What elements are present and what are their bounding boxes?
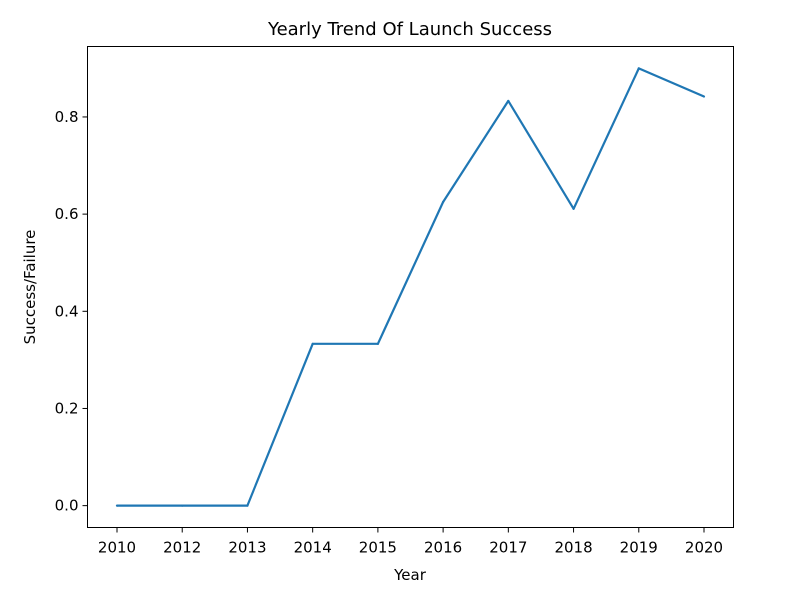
- data-point: [246, 504, 249, 507]
- data-point: [702, 95, 706, 98]
- chart-title: Yearly Trend Of Launch Success: [267, 19, 552, 40]
- x-tick-label: 2020: [685, 539, 723, 557]
- data-point: [115, 504, 119, 507]
- x-tick-label: 2016: [424, 539, 462, 557]
- data-point: [181, 504, 184, 507]
- data-point: [311, 342, 314, 345]
- y-axis-label: Success/Failure: [21, 230, 39, 345]
- x-tick-label: 2012: [163, 539, 201, 557]
- y-tick-label: 0.6: [55, 205, 79, 223]
- x-tick-label: 2014: [294, 539, 332, 557]
- x-axis-label: Year: [393, 566, 427, 584]
- y-tick-label: 0.2: [55, 399, 79, 417]
- x-tick-label: 2010: [98, 539, 136, 557]
- series-line: [117, 67, 705, 507]
- x-axis-ticks: 2010 2012 2013 2014 2015 2016 2017 2018 2019 2020: [98, 527, 723, 557]
- x-tick-label: 2017: [489, 539, 527, 557]
- data-point: [376, 342, 379, 345]
- series-group: [115, 67, 706, 507]
- data-point: [507, 99, 510, 103]
- y-axis-ticks: 0.0 0.2 0.4 0.6 0.8: [55, 108, 88, 515]
- data-point: [442, 200, 445, 204]
- x-tick-label: 2019: [620, 539, 658, 557]
- data-point: [637, 67, 640, 70]
- y-tick-label: 0.8: [55, 108, 79, 126]
- x-tick-label: 2015: [359, 539, 397, 557]
- plot-area-frame: [87, 46, 734, 528]
- x-tick-label: 2013: [228, 539, 266, 557]
- y-tick-label: 0.4: [55, 302, 79, 320]
- y-tick-label: 0.0: [55, 497, 79, 515]
- data-point: [572, 207, 575, 210]
- x-tick-label: 2018: [554, 539, 592, 557]
